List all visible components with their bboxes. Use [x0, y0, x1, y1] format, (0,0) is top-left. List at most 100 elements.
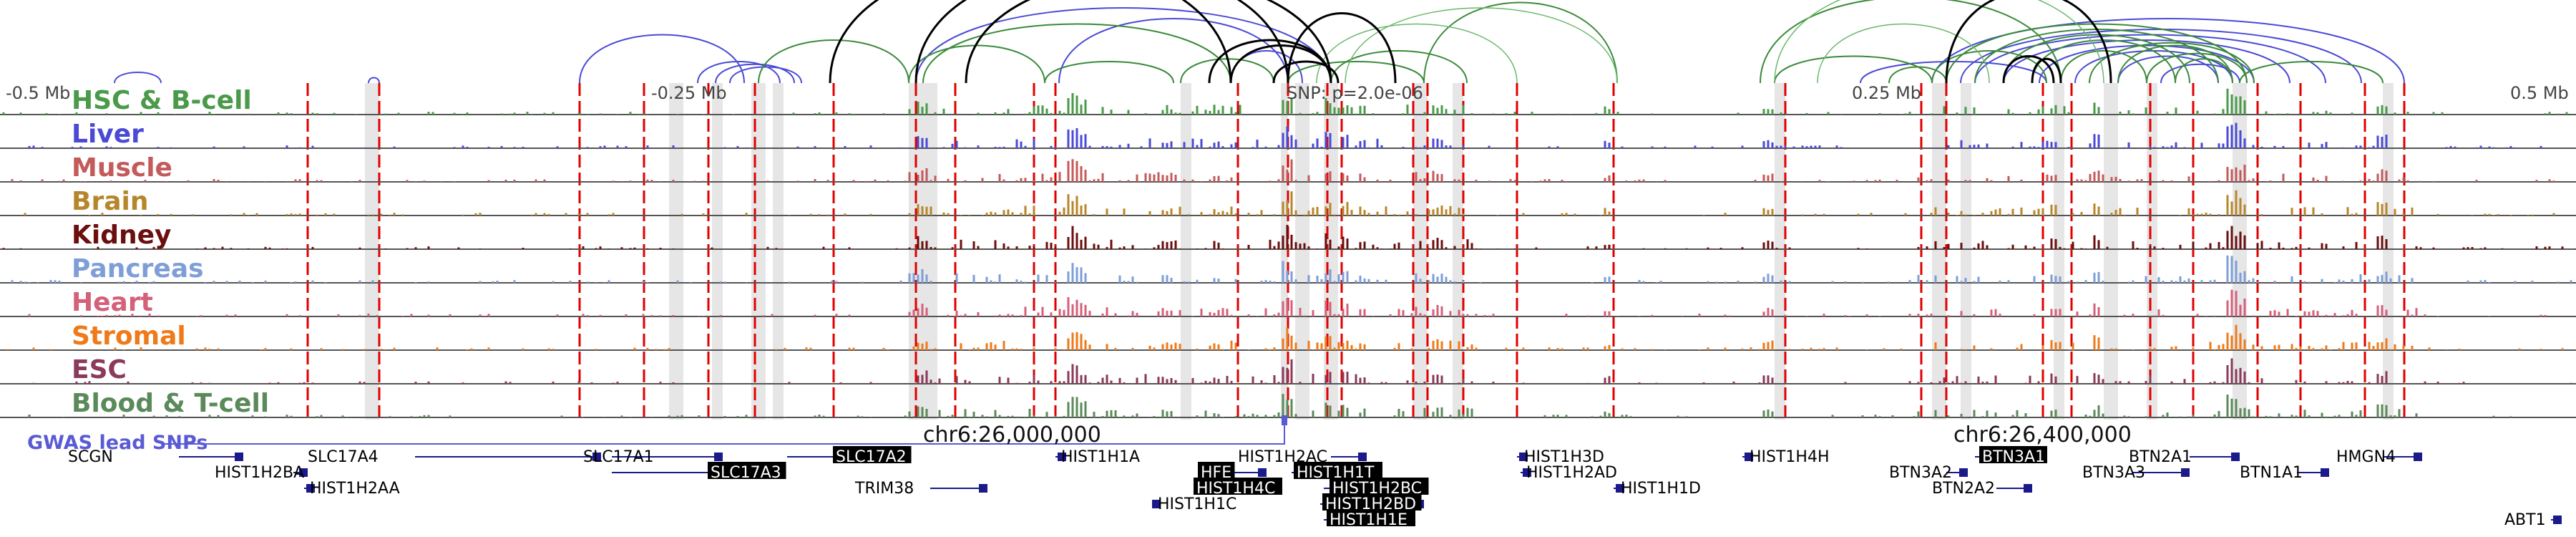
interaction-arc [1860, 61, 2047, 84]
ruler-q3-label: 0.25 Mb [1852, 83, 1921, 103]
gene[interactable]: BTN3A3 [2082, 464, 2190, 482]
interaction-arcs [114, 0, 2405, 84]
gene[interactable]: HIST1H1D [1614, 480, 1701, 498]
highlight-band [712, 83, 723, 420]
highlight-band [365, 83, 379, 420]
gene-label-bg [1330, 478, 1429, 495]
highlight-band [1295, 83, 1309, 420]
interaction-arc [1760, 0, 2062, 84]
gene-exon [1058, 453, 1066, 461]
gene-name: BTN2A2 [1932, 480, 1995, 498]
track-label: ESC [72, 355, 127, 384]
gene[interactable]: ABT1 [2504, 511, 2562, 529]
gene-exon [714, 453, 723, 461]
gene-exon [979, 484, 987, 493]
gene-name: HIST1H1A [1061, 448, 1140, 466]
highlight-band [773, 83, 784, 420]
gene[interactable]: SLC17A3 [612, 462, 786, 482]
track-signal [28, 289, 2547, 316]
gene[interactable]: HIST1H3D [1517, 448, 1604, 466]
gene-label-bg [833, 446, 912, 463]
gene[interactable]: BTN3A2 [1889, 464, 1968, 482]
gene[interactable]: BTN1A1 [2240, 464, 2329, 482]
gene[interactable]: SLC17A2 [787, 446, 912, 466]
gene-name: BTN3A1 [1982, 448, 2045, 466]
gene-name: BTN3A3 [2082, 464, 2145, 482]
highlight-band [1413, 83, 1428, 420]
gene-label-bg [1327, 509, 1415, 526]
interaction-arc [2146, 52, 2248, 84]
coord-right: chr6:26,400,000 [1953, 422, 2132, 448]
ruler-left-label: -0.5 Mb [6, 83, 70, 103]
gene-label-bg [1979, 446, 2047, 463]
interaction-arc [1945, 0, 2112, 84]
gene[interactable]: HIST1H2AD [1521, 464, 1617, 482]
gwas-snp-marker [1282, 415, 1287, 425]
interaction-arc [2117, 55, 2219, 84]
gene-label-bg [1198, 462, 1235, 479]
gene[interactable]: SCGN [68, 448, 243, 466]
interaction-arc [1931, 18, 2405, 84]
gene-name: SLC17A4 [308, 448, 379, 466]
gene-name: HIST1H4C [1196, 480, 1275, 498]
track-label: Heart [72, 288, 153, 317]
interaction-arc [368, 77, 380, 84]
interaction-arc [579, 34, 745, 84]
interaction-arc [1345, 7, 1618, 84]
gene[interactable]: HIST1H4H [1742, 448, 1830, 466]
highlight-band [751, 83, 766, 420]
gene-name: HIST1H2BA [215, 464, 304, 482]
ruler-right-label: 0.5 Mb [2510, 83, 2569, 103]
gene-name: HMGN4 [2336, 448, 2396, 466]
gene[interactable]: HIST1H1C [1152, 495, 1236, 513]
highlight-band [1961, 83, 1971, 420]
gene[interactable]: BTN3A1 [1975, 446, 2047, 466]
gene[interactable]: BTN2A2 [1932, 480, 2032, 498]
gene-exon [1258, 468, 1267, 477]
gene[interactable]: HMGN4 [2336, 448, 2422, 466]
interaction-arc [1423, 1, 1618, 84]
gene-name: SLC17A3 [711, 464, 781, 482]
gene-exon [2414, 453, 2422, 461]
gene[interactable]: HIST1H2BC [1324, 478, 1429, 498]
gene-name: HIST1H2AD [1526, 464, 1617, 482]
gwas-label: GWAS lead SNPs [27, 432, 208, 454]
interaction-arc [1774, 0, 2104, 84]
interaction-arc [1931, 50, 2047, 84]
gene[interactable]: TRIM38 [854, 480, 987, 498]
track-label: HSC & B-cell [72, 86, 252, 115]
highlight-band [1181, 83, 1191, 420]
gene[interactable]: HIST1H2AA [304, 480, 400, 498]
track-label: Stromal [72, 321, 186, 351]
interaction-arc [1272, 60, 1340, 84]
interaction-arc [1888, 66, 1947, 84]
gene[interactable]: SLC17A1 [583, 448, 723, 466]
gene[interactable]: BTN2A1 [2129, 448, 2240, 466]
gene-name: HIST1H4H [1750, 448, 1830, 466]
track-label: Liver [72, 120, 144, 149]
gene[interactable]: HIST1H4C [1194, 478, 1282, 498]
highlight-band [1281, 83, 1288, 420]
gene-label-bg [1294, 462, 1382, 479]
interaction-arc [729, 66, 802, 84]
highlight-band [2054, 83, 2064, 420]
gene-name: SCGN [68, 448, 113, 466]
track-label: Muscle [72, 153, 172, 183]
interaction-arc [2175, 58, 2233, 84]
gene[interactable]: HIST1H1E [1324, 509, 1415, 529]
interaction-arc [697, 61, 781, 84]
gene-name: SLC17A2 [836, 448, 907, 466]
gene-exon [299, 468, 308, 477]
gene[interactable]: SLC17A4 [308, 448, 601, 466]
gene-exon [2181, 468, 2190, 477]
gene[interactable]: HIST1H2BA [215, 464, 308, 482]
highlight-band [909, 83, 937, 420]
interaction-arc [914, 0, 1289, 84]
interaction-arc [2117, 44, 2233, 84]
gene[interactable]: HIST1H1A [1055, 448, 1140, 466]
track-labels: HSC & B-cell Liver Muscle Brain Kidney Pancre… [72, 86, 269, 418]
track-signal [2, 88, 2568, 115]
ruler-q1-label: -0.25 Mb [651, 83, 727, 103]
track-signal [32, 358, 2572, 384]
